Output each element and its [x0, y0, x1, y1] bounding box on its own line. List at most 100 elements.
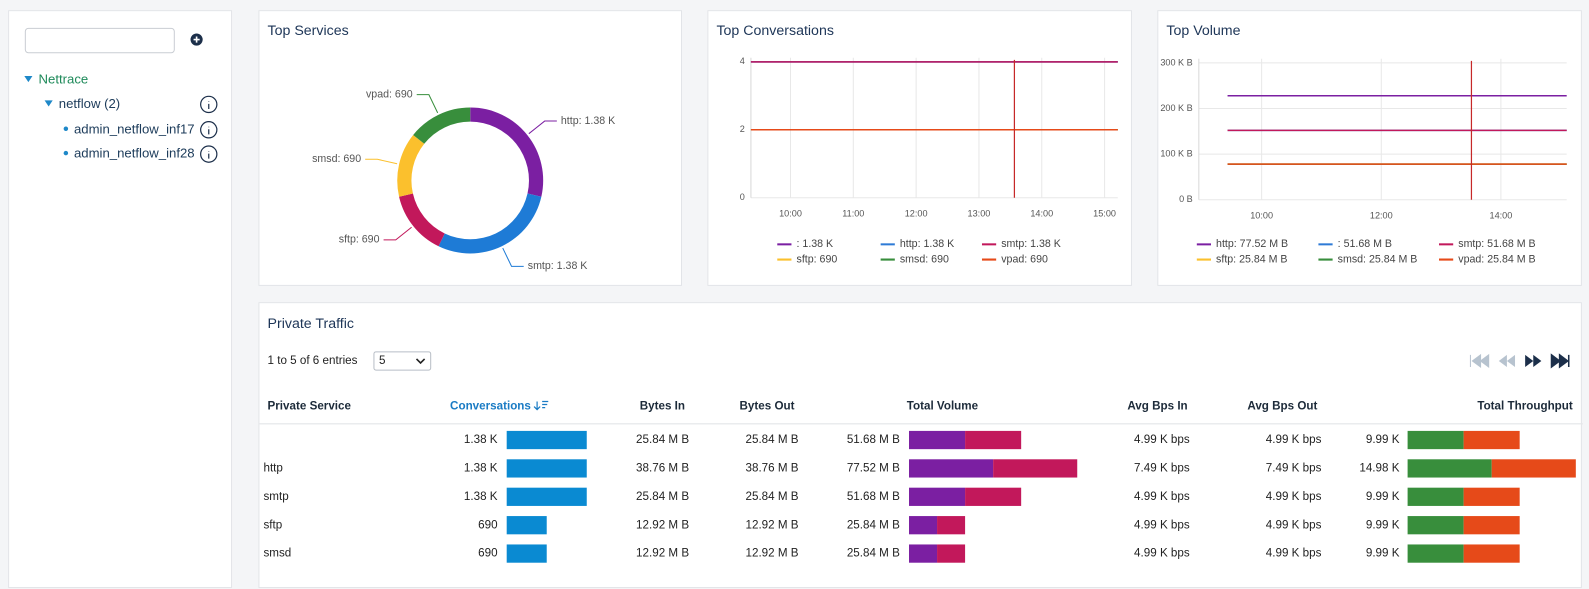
- total-throughput-cell: 9.99 K: [1366, 490, 1400, 503]
- total-throughput-cell: 9.99 K: [1366, 547, 1400, 560]
- bytes-out-cell: 25.84 M B: [746, 490, 799, 503]
- avg-bps-out-cell: 4.99 K bps: [1266, 490, 1322, 503]
- sidebar: Nettrace netflow (2) admin_netflow_inf17…: [8, 10, 233, 589]
- bps-in-bar: [1407, 516, 1464, 535]
- total-throughput-cell: 9.99 K: [1366, 518, 1400, 531]
- y-tick-label: 0 B: [1179, 194, 1193, 204]
- legend-label: sftp: 690: [797, 253, 838, 265]
- total-volume-cell: 77.52 M B: [847, 461, 900, 474]
- pagination: [1469, 353, 1570, 369]
- total-volume-cell: 51.68 M B: [847, 433, 900, 446]
- add-button[interactable]: [190, 33, 203, 46]
- bytes-in-bar: [909, 459, 994, 478]
- total-volume-cell: 25.84 M B: [847, 547, 900, 560]
- info-icon[interactable]: [200, 95, 218, 114]
- page-size-select[interactable]: 5: [373, 351, 432, 371]
- conversations-cell: 1.38 K: [464, 461, 498, 474]
- y-tick-label: 0: [740, 192, 745, 202]
- legend-label: vpad: 690: [1001, 253, 1048, 265]
- avg-bps-out-cell: 4.99 K bps: [1266, 518, 1322, 531]
- conversations-cell: 690: [478, 547, 498, 560]
- first-page[interactable]: [1469, 353, 1490, 369]
- next-page[interactable]: [1525, 354, 1542, 368]
- column-header: Total Volume: [907, 400, 979, 413]
- conversations-bar: [506, 544, 547, 563]
- bps-in-bar: [1407, 459, 1492, 478]
- info-icon[interactable]: [200, 145, 218, 163]
- bytes-out-cell: 25.84 M B: [746, 433, 799, 446]
- prev-page[interactable]: [1498, 354, 1516, 368]
- avg-bps-out-cell: 4.99 K bps: [1266, 433, 1322, 446]
- legend-label: vpad: 25.84 M B: [1458, 253, 1535, 265]
- slice-label: smtp: 1.38 K: [528, 260, 588, 272]
- bytes-in-bar: [909, 516, 938, 535]
- service-cell: smsd: [263, 547, 291, 560]
- legend-label: sftp: 25.84 M B: [1216, 253, 1287, 265]
- expand-arrow[interactable]: [24, 76, 33, 83]
- bytes-in-cell: 25.84 M B: [636, 490, 689, 503]
- tree-leaf[interactable]: admin_netflow_inf28: [74, 146, 195, 161]
- tree-leaf[interactable]: admin_netflow_inf17: [74, 121, 195, 136]
- x-tick-label: 15:00: [1093, 208, 1116, 218]
- slice-label: smsd: 690: [312, 153, 361, 165]
- bps-out-bar: [1463, 516, 1520, 535]
- y-tick-label: 100 K B: [1160, 149, 1192, 159]
- tree-node[interactable]: Nettrace: [39, 72, 89, 87]
- avg-bps-in-cell: 7.49 K bps: [1134, 461, 1190, 474]
- bps-out-bar: [1491, 459, 1576, 478]
- service-cell: sftp: [263, 518, 282, 531]
- x-tick-label: 11:00: [842, 208, 864, 218]
- bytes-in-cell: 12.92 M B: [636, 518, 689, 531]
- expand-arrow[interactable]: [44, 100, 53, 107]
- select-value: 5: [379, 354, 385, 367]
- bullet: [63, 126, 69, 131]
- bytes-in-cell: 38.76 M B: [636, 461, 689, 474]
- bytes-out-bar: [965, 487, 1022, 506]
- volume-panel: Top Volume 0 B 100 K B 200 K B 300 K B 10:00…: [1157, 10, 1582, 286]
- donut-slice: [397, 134, 425, 197]
- bytes-in-cell: 12.92 M B: [636, 547, 689, 560]
- select-chevron: [415, 358, 426, 365]
- donut-chart: Top Services http: 1.38 K smtp: 1.38 K sft…: [268, 23, 616, 272]
- column-header: Conversations: [450, 400, 531, 413]
- conversations-cell: 1.38 K: [464, 433, 498, 446]
- x-tick-label: 14:00: [1030, 208, 1053, 218]
- conversations-bar: [506, 516, 547, 535]
- total-throughput-cell: 9.99 K: [1366, 433, 1400, 446]
- last-page[interactable]: [1550, 353, 1570, 369]
- sort-icon[interactable]: [533, 400, 549, 411]
- conversations-bar: [506, 459, 587, 478]
- y-tick-label: 2: [740, 124, 745, 134]
- info-icon[interactable]: [200, 121, 218, 139]
- conversations-cell: 1.38 K: [464, 490, 498, 503]
- total-throughput-cell: 14.98 K: [1359, 461, 1399, 474]
- add-plus: [193, 36, 200, 43]
- bytes-out-cell: 38.76 M B: [746, 461, 799, 474]
- bytes-in-cell: 25.84 M B: [636, 433, 689, 446]
- select-box: [373, 351, 432, 371]
- column-header: Avg Bps In: [1127, 400, 1187, 413]
- avg-bps-out-cell: 7.49 K bps: [1266, 461, 1322, 474]
- tree-node[interactable]: netflow (2): [59, 96, 120, 111]
- bytes-out-bar: [937, 544, 966, 563]
- y-tick-label: 4: [740, 56, 745, 66]
- bytes-out-bar: [965, 430, 1022, 450]
- bps-out-bar: [1463, 430, 1520, 450]
- bytes-out-bar: [993, 459, 1078, 478]
- search-input[interactable]: [24, 27, 175, 54]
- legend-label: http: 1.38 K: [900, 238, 954, 250]
- donut-slice: [438, 193, 542, 254]
- donut-slice: [470, 107, 544, 197]
- donut-slice: [413, 107, 471, 144]
- bytes-in-bar: [909, 487, 966, 506]
- conversations-cell: 690: [478, 518, 498, 531]
- services-panel: Top Services http: 1.38 K smtp: 1.38 K sft…: [258, 10, 683, 286]
- service-cell: smtp: [263, 490, 288, 503]
- x-tick-label: 10:00: [779, 208, 802, 218]
- bytes-in-bar: [909, 544, 938, 563]
- legend-label: smsd: 690: [900, 253, 949, 265]
- column-header: Avg Bps Out: [1247, 400, 1317, 413]
- avg-bps-in-cell: 4.99 K bps: [1134, 433, 1190, 446]
- column-header: Total Throughput: [1477, 400, 1573, 413]
- bytes-out-cell: 12.92 M B: [746, 518, 799, 531]
